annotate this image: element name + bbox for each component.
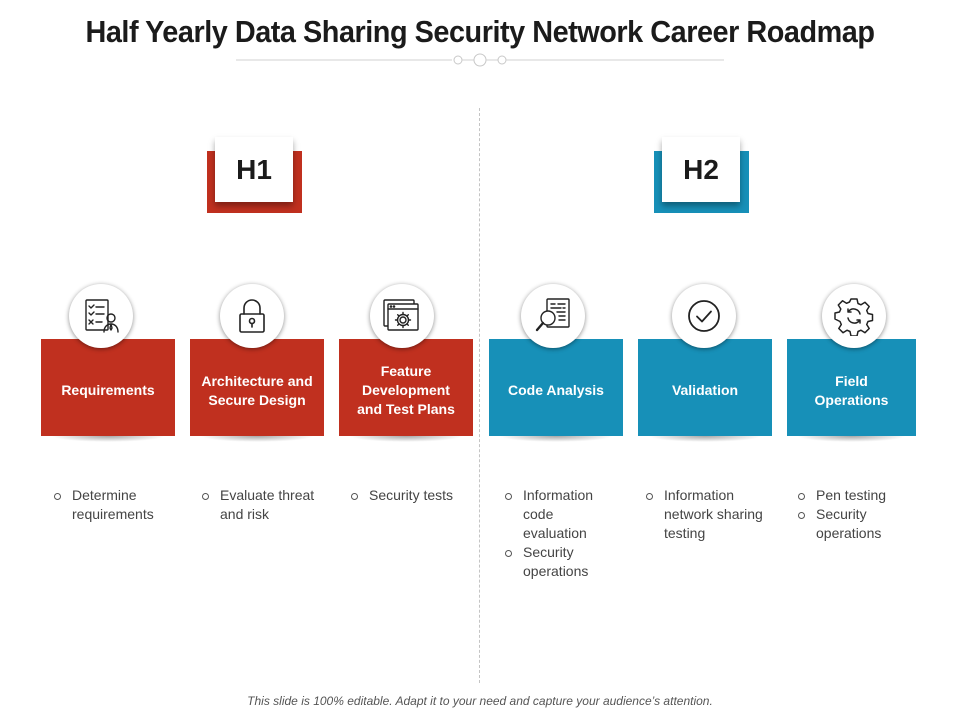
browser-gear-icon	[370, 284, 434, 348]
title-divider-ornament	[236, 53, 724, 67]
bullets-architecture: Evaluate threat and risk	[200, 486, 340, 524]
step-label: Architecture and Secure Design	[201, 372, 313, 408]
gear-refresh-icon	[822, 284, 886, 348]
phase-h2-label: H2	[662, 137, 740, 202]
step-label: Validation	[671, 382, 739, 398]
step-label: Feature Development and Test Plans	[357, 363, 455, 417]
step-label: Requirements	[61, 382, 155, 398]
requirements-checklist-icon	[69, 284, 133, 348]
code-magnifier-icon	[521, 284, 585, 348]
bullets-requirements: Determine requirements	[52, 486, 192, 524]
step-card-code-analysis: Code Analysis	[489, 339, 623, 442]
bullets-field-operations: Pen testing Security operations	[796, 486, 916, 543]
step-label: Field Operations	[814, 372, 889, 408]
page-title: Half Yearly Data Sharing Security Networ…	[85, 14, 875, 49]
step-card-architecture: Architecture and Secure Design	[190, 339, 324, 442]
list-item: Security operations	[796, 505, 916, 543]
padlock-icon	[220, 284, 284, 348]
bullets-feature-development: Security tests	[349, 486, 489, 505]
step-card-field-operations: Field Operations	[787, 339, 916, 442]
footer-note: This slide is 100% editable. Adapt it to…	[247, 694, 713, 708]
step-card-requirements: Requirements	[41, 339, 175, 442]
bullets-validation: Information network sharing testing	[644, 486, 769, 543]
phase-h1: H1	[207, 137, 302, 213]
bullets-code-analysis: Information code evaluation Security ope…	[503, 486, 613, 581]
check-circle-icon	[672, 284, 736, 348]
center-dashed-divider	[479, 108, 480, 683]
step-label: Code Analysis	[508, 382, 604, 398]
list-item: Information network sharing testing	[644, 486, 769, 543]
phase-h1-label: H1	[215, 137, 293, 202]
list-item: Security tests	[349, 486, 489, 505]
list-item: Security operations	[503, 543, 613, 581]
phase-h2: H2	[654, 137, 749, 213]
step-card-validation: Validation	[638, 339, 772, 442]
step-card-feature-development: Feature Development and Test Plans	[339, 339, 473, 442]
list-item: Evaluate threat and risk	[200, 486, 340, 524]
list-item: Determine requirements	[52, 486, 192, 524]
list-item: Information code evaluation	[503, 486, 613, 543]
list-item: Pen testing	[796, 486, 916, 505]
